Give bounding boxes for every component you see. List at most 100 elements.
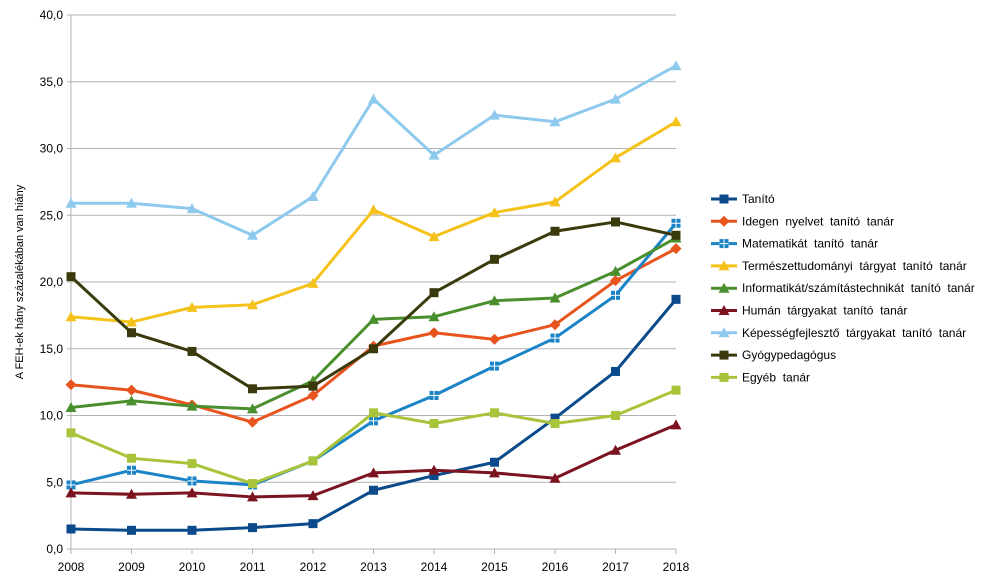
data-point <box>489 207 500 218</box>
data-point <box>671 385 681 395</box>
y-tick-label: 35,0 <box>40 75 64 89</box>
data-point <box>126 316 137 327</box>
legend-item: Természettudományi tárgyat tanító tanár <box>711 259 967 273</box>
data-point <box>429 419 439 429</box>
data-point <box>611 290 620 300</box>
data-point <box>187 476 197 486</box>
data-point <box>670 116 682 127</box>
data-point <box>369 485 378 495</box>
y-tick-label: 25,0 <box>40 208 64 222</box>
data-point <box>550 413 560 423</box>
legend-item: Matematikát tanító tanár <box>711 237 878 251</box>
data-point <box>248 479 257 489</box>
data-point <box>65 311 77 322</box>
y-tick-label: 0,0 <box>46 542 63 556</box>
y-tick-label: 10,0 <box>40 409 64 423</box>
data-point <box>369 408 378 418</box>
series-5 <box>65 232 682 414</box>
data-point <box>187 346 197 356</box>
legend-marker <box>719 194 729 204</box>
legend-item: Humán tárgyakat tanító tanár <box>711 304 907 318</box>
y-tick-label: 5,0 <box>46 475 63 489</box>
data-point <box>550 419 560 429</box>
data-point <box>247 299 258 310</box>
data-point <box>549 116 561 127</box>
legend-marker <box>718 282 730 293</box>
y-axis-label: A FEH-ek hány százalékában van hiány <box>14 184 26 379</box>
series-6 <box>65 419 682 502</box>
y-tick-label: 20,0 <box>40 275 64 289</box>
data-point <box>65 197 77 208</box>
data-point <box>248 384 257 394</box>
legend-label: Informatikát/számítástechnikát tanító ta… <box>742 281 975 295</box>
data-point <box>368 204 379 215</box>
data-point <box>368 467 379 478</box>
data-point <box>428 311 440 322</box>
data-point <box>490 361 499 371</box>
data-point <box>611 217 620 227</box>
data-point <box>549 292 561 303</box>
tick-labels: 0,0 5,0 10,0 15,0 20,0 25,0 30,0 35,0 40,0 2008 20… <box>40 8 690 574</box>
series-1 <box>66 294 681 535</box>
legend-label: Humán tárgyakat tanító tanár <box>742 304 907 318</box>
legend-label: Tanító <box>742 192 775 206</box>
data-point <box>489 295 500 306</box>
data-point <box>490 457 499 467</box>
legend-marker <box>718 327 730 338</box>
legend-marker <box>718 215 730 227</box>
y-tick-label: 15,0 <box>40 342 64 356</box>
x-tick-label: 2015 <box>481 560 508 574</box>
axes <box>67 14 677 554</box>
data-point <box>65 487 77 498</box>
y-tick-label: 40,0 <box>40 8 64 22</box>
data-point <box>428 327 440 339</box>
data-point <box>428 149 440 160</box>
data-point <box>186 203 198 214</box>
data-point <box>307 490 319 501</box>
data-point <box>66 428 76 438</box>
data-point <box>186 301 198 312</box>
data-point <box>247 416 258 428</box>
data-point <box>610 152 621 163</box>
series-3 <box>66 218 681 490</box>
x-tick-label: 2013 <box>360 560 387 574</box>
x-tick-label: 2017 <box>602 560 629 574</box>
data-point <box>66 524 76 534</box>
legend-item: Idegen nyelvet tanító tanár <box>711 214 894 228</box>
data-point <box>186 400 198 411</box>
x-tick-label: 2014 <box>421 560 448 574</box>
data-point <box>248 523 257 533</box>
x-tick-label: 2008 <box>58 560 85 574</box>
legend-label: Egyéb tanár <box>742 370 810 384</box>
data-point <box>126 395 137 406</box>
legend-marker <box>718 305 730 315</box>
data-point <box>126 384 137 396</box>
data-point <box>308 519 318 529</box>
data-point <box>369 344 378 354</box>
x-tick-label: 2009 <box>118 560 145 574</box>
data-point <box>307 277 319 288</box>
series-2 <box>65 243 682 428</box>
data-point <box>127 525 136 535</box>
data-point <box>670 243 682 255</box>
data-point <box>549 196 561 207</box>
data-point <box>549 319 561 331</box>
data-point <box>126 197 137 208</box>
x-tick-label: 2018 <box>663 560 690 574</box>
data-point <box>550 226 560 236</box>
data-point <box>308 381 318 391</box>
data-point <box>307 389 319 401</box>
data-point <box>127 328 136 338</box>
legend-item: Egyéb tanár <box>711 370 810 384</box>
data-point <box>126 488 137 499</box>
legend-item: Képességfejlesztő tárgyakat tanító tanár <box>711 326 966 340</box>
data-point <box>247 491 258 502</box>
data-point <box>369 416 378 426</box>
data-point <box>368 93 379 104</box>
legend-marker <box>718 260 730 271</box>
data-point <box>247 403 258 414</box>
legend-marker <box>719 372 729 382</box>
data-point <box>671 230 681 240</box>
data-point <box>307 191 319 202</box>
